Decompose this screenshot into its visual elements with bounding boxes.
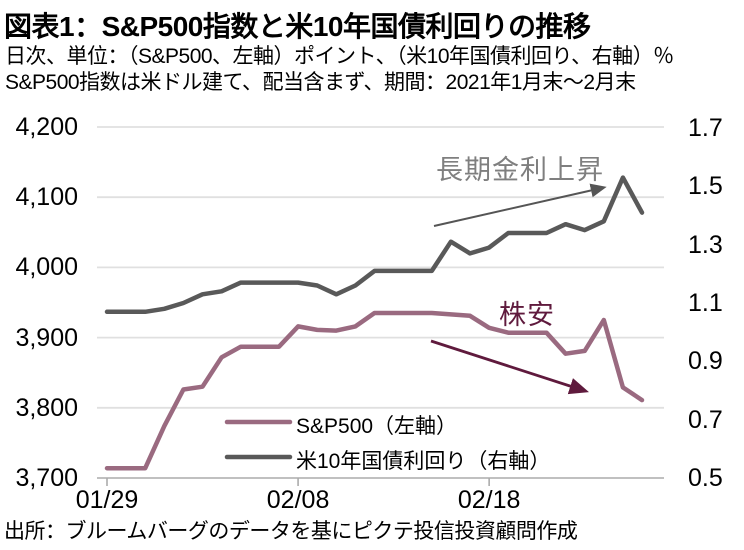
right-axis-tick-label: 0.9 bbox=[688, 347, 723, 376]
annotation-rate-rise: 長期金利上昇 bbox=[436, 155, 604, 185]
sp500-line bbox=[104, 310, 645, 471]
left-axis-tick-label: 3,900 bbox=[15, 323, 78, 352]
rate-rise-arrow bbox=[433, 183, 607, 227]
left-axis-tick-label: 4,100 bbox=[15, 183, 78, 212]
right-axis-tick-label: 1.5 bbox=[688, 172, 723, 201]
right-axis-tick-label: 1.7 bbox=[688, 114, 723, 142]
legend-label-yield: 米10年国債利回り（右軸） bbox=[296, 450, 551, 473]
x-axis-tick-label: 02/18 bbox=[457, 486, 521, 514]
legend-label-sp500: S&P500（左軸） bbox=[296, 415, 458, 438]
chart-subtitle-line1: 日次、単位：（S&P500、左軸）ポイント、（米10年国債利回り、右軸）％ bbox=[5, 45, 674, 68]
x-axis-tick-label: 01/29 bbox=[75, 486, 139, 514]
treasury-yield-line bbox=[104, 175, 645, 315]
source-note: 出所：ブルームバーグのデータを基にピクテ投信投資顧問作成 bbox=[4, 520, 578, 543]
left-axis-tick-label: 4,200 bbox=[15, 113, 78, 141]
right-axis-tick-label: 1.1 bbox=[688, 289, 723, 317]
left-axis-tick-label: 3,800 bbox=[15, 393, 78, 422]
annotation-stock-decline: 株安 bbox=[499, 300, 555, 330]
right-axis-tick-label: 0.7 bbox=[688, 405, 723, 434]
x-axis-ticks bbox=[106, 478, 490, 486]
stock-decline-arrow bbox=[430, 339, 589, 395]
chart-subtitle-line2: S&P500指数は米ドル建て、配当含まず、期間：2021年1月末～2月末 bbox=[5, 71, 636, 94]
right-axis-tick-label: 0.5 bbox=[688, 464, 723, 492]
x-axis-tick-label: 02/08 bbox=[266, 486, 330, 514]
right-axis-tick-label: 1.3 bbox=[688, 230, 723, 259]
chart-title: 図表1：S&P500指数と米10年国債利回りの推移 bbox=[4, 11, 591, 42]
left-axis-tick-label: 3,700 bbox=[15, 464, 78, 492]
gridlines bbox=[97, 126, 664, 479]
left-axis-tick-label: 4,000 bbox=[15, 253, 78, 282]
